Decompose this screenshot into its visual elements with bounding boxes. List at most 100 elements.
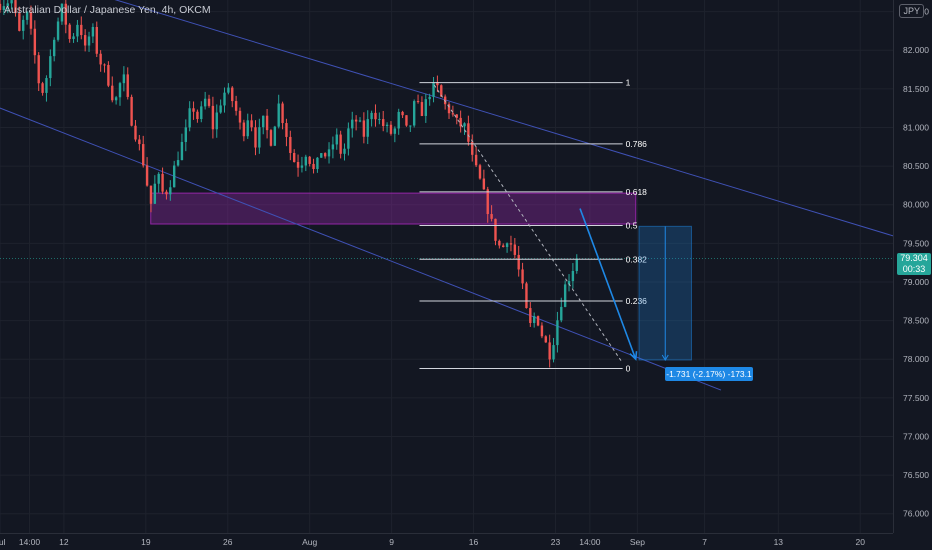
candle-body [428, 96, 431, 100]
candle-body [548, 342, 551, 360]
drawing-overlays-back [0, 0, 918, 391]
projection-arrow-line [579, 208, 637, 360]
price-tick-label: 79.000 [903, 277, 929, 287]
candle-body [397, 111, 400, 129]
last-price-badge: 79.304 00:33 [897, 253, 931, 275]
candle-body [56, 21, 60, 40]
candle-body [552, 345, 555, 360]
candle-body [111, 85, 114, 101]
candle-body [72, 36, 75, 39]
candle-body [176, 160, 180, 166]
candle-body [76, 24, 79, 37]
price-axis-background [893, 0, 932, 550]
candle-body [343, 148, 346, 154]
time-tick-label: 19 [141, 537, 151, 547]
candle-body [277, 103, 280, 127]
fib-level-label: 0.5 [626, 221, 638, 231]
price-axis[interactable]: 76.000 76.500 77.000 77.500 78.000 78.500 79.0… [893, 0, 932, 550]
candle-body [525, 283, 528, 309]
candle-body [87, 36, 91, 46]
price-tick-label: 81.500 [903, 84, 929, 94]
candle-body [18, 13, 21, 31]
price-tick-label: 76.000 [903, 509, 929, 519]
chart-grid [0, 0, 893, 533]
candle-body [192, 108, 195, 112]
candle-body [227, 87, 230, 93]
currency-badge[interactable]: JPY [899, 4, 924, 18]
bar-countdown: 00:33 [902, 264, 926, 274]
candle-body [10, 0, 13, 4]
measure-box-arrow [661, 354, 669, 361]
candle-body [223, 92, 226, 106]
candle-body [219, 105, 222, 113]
candle-body [320, 153, 323, 158]
candle-body [556, 320, 559, 346]
candle-body [169, 187, 172, 195]
candle-body [529, 308, 532, 323]
candle-body [231, 87, 234, 102]
candle-body [269, 130, 273, 146]
candle-body [420, 102, 424, 116]
candle-body [412, 101, 416, 126]
candle-body [563, 284, 567, 307]
candle-body [409, 125, 412, 127]
candle-body [304, 156, 308, 166]
measure-tool-label[interactable]: -1.731 (-2.17%) -173.1 [665, 367, 753, 381]
candle-body [467, 123, 470, 142]
candle-body [351, 119, 354, 129]
candle-body [335, 134, 338, 145]
candle-body [22, 19, 25, 31]
candle-body [142, 144, 145, 166]
candle-body [532, 316, 536, 323]
time-tick-label: Aug [302, 537, 317, 547]
candle-body [200, 106, 203, 119]
fib-level-label: 0.382 [626, 254, 648, 264]
candle-body [83, 35, 87, 46]
candle-body [207, 98, 211, 106]
candle-body [405, 115, 408, 126]
candle-body [130, 96, 133, 126]
candle-body [498, 240, 501, 246]
candle-body [308, 156, 311, 164]
channel-lower-line [0, 107, 722, 391]
symbol-title[interactable]: Australian Dollar / Japanese Yen, 4h, OK… [4, 4, 211, 16]
dashed-trend-line [433, 84, 624, 364]
candle-body [265, 115, 269, 131]
candle-body [122, 74, 126, 84]
candlestick-series [0, 0, 578, 368]
fib-level-label: 0 [626, 363, 631, 373]
candle-body [393, 128, 397, 134]
candle-body [331, 144, 335, 150]
time-tick-label: 20 [855, 537, 865, 547]
price-tick-label: 77.500 [903, 393, 929, 403]
candle-body [385, 124, 389, 126]
price-tick-label: 82.000 [903, 45, 929, 55]
time-axis[interactable]: Jul 14:00 12 19 26 Aug 9 16 23 14:00 Sep 7 13 20 [0, 533, 893, 548]
fib-level-label: 0.618 [626, 187, 648, 197]
candle-body [567, 281, 571, 285]
candle-body [362, 120, 366, 137]
candle-body [29, 11, 33, 29]
candle-body [347, 128, 350, 149]
time-tick-label: 26 [223, 537, 233, 547]
price-tick-label: 80.500 [903, 161, 929, 171]
candle-body [153, 183, 157, 204]
candle-body [262, 115, 265, 128]
candle-body [254, 127, 257, 148]
candle-body [238, 110, 242, 123]
candle-body [107, 64, 110, 86]
candle-body [234, 101, 238, 111]
candle-body [172, 165, 176, 188]
candle-body [188, 108, 191, 128]
candle-body [211, 105, 215, 130]
price-tick-label: 79.500 [903, 238, 929, 248]
candle-body [560, 306, 563, 321]
candle-body [401, 111, 404, 116]
candle-body [382, 119, 385, 126]
supply-zone-rectangle [150, 192, 637, 225]
candle-body [258, 127, 261, 148]
candle-body [358, 120, 362, 122]
candle-body [544, 336, 547, 343]
time-tick-label: 12 [59, 537, 69, 547]
